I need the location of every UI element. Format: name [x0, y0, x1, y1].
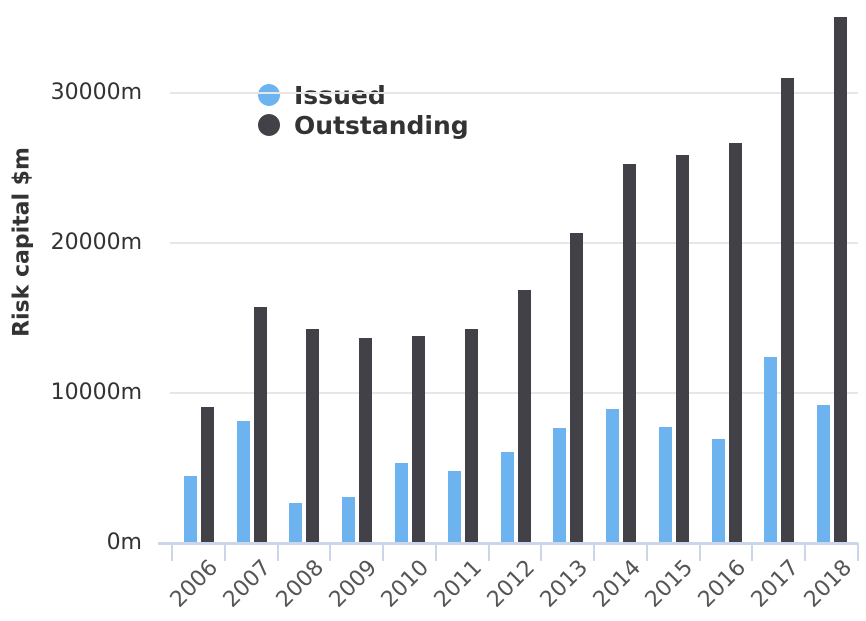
x-label-2013: 2013 — [535, 555, 593, 613]
y-tick-label-20000m: 20000m — [50, 230, 142, 255]
bar-outstanding-2015 — [675, 154, 689, 543]
x-axis-tick — [434, 543, 437, 561]
outstanding-legend-marker-icon — [258, 114, 280, 136]
x-axis-tick — [857, 543, 859, 561]
issued-legend-marker-icon — [258, 84, 280, 106]
bar-issued-2015 — [658, 426, 672, 543]
bar-issued-2012 — [500, 451, 514, 543]
x-axis-tick — [751, 543, 754, 561]
x-label-2009: 2009 — [324, 555, 382, 613]
bar-issued-2007 — [236, 420, 250, 543]
x-axis-tick — [540, 543, 543, 561]
x-axis-tick — [698, 543, 701, 561]
bar-outstanding-2010 — [411, 336, 425, 543]
bar-outstanding-2006 — [200, 406, 214, 543]
bar-issued-2011 — [447, 471, 461, 543]
x-label-2015: 2015 — [641, 555, 699, 613]
bar-outstanding-2016 — [728, 142, 742, 543]
x-axis-tick — [804, 543, 807, 561]
x-label-2010: 2010 — [377, 555, 435, 613]
x-label-2006: 2006 — [166, 555, 224, 613]
legend-label-issued: Issued — [294, 80, 386, 110]
x-label-2017: 2017 — [746, 555, 804, 613]
x-label-2011: 2011 — [429, 555, 488, 613]
x-label-2008: 2008 — [271, 555, 329, 613]
x-axis-tick — [382, 543, 385, 561]
x-label-2016: 2016 — [693, 555, 752, 613]
x-label-2007: 2007 — [218, 555, 277, 613]
bar-issued-2013 — [553, 428, 567, 543]
bar-issued-2017 — [764, 357, 778, 543]
x-axis-tick — [276, 543, 279, 561]
bar-outstanding-2014 — [623, 164, 637, 543]
gridline-20000m — [170, 242, 858, 244]
x-label-2018: 2018 — [799, 555, 857, 613]
legend-item-issued[interactable]: Issued — [258, 80, 469, 110]
bar-issued-2008 — [289, 503, 303, 543]
bar-issued-2018 — [817, 405, 831, 543]
bar-outstanding-2018 — [834, 16, 848, 543]
x-label-2014: 2014 — [588, 555, 646, 613]
bar-issued-2016 — [711, 438, 725, 543]
gridline-30000m — [170, 92, 858, 94]
legend: Issued Outstanding — [258, 80, 469, 140]
x-axis-line — [158, 542, 858, 545]
legend-label-outstanding: Outstanding — [294, 110, 469, 140]
bar-outstanding-2011 — [464, 328, 478, 543]
x-axis-tick — [487, 543, 490, 561]
x-label-2012: 2012 — [482, 555, 540, 613]
bar-issued-2009 — [342, 496, 356, 543]
x-axis-tick — [593, 543, 596, 561]
bar-outstanding-2013 — [570, 232, 584, 543]
bar-outstanding-2009 — [359, 337, 373, 543]
y-tick-label-0m: 0m — [106, 530, 142, 555]
bar-issued-2006 — [183, 475, 197, 543]
bar-outstanding-2008 — [306, 329, 320, 543]
x-axis-tick — [329, 543, 332, 561]
bar-issued-2014 — [606, 408, 620, 543]
y-tick-label-30000m: 30000m — [50, 80, 142, 105]
legend-item-outstanding[interactable]: Outstanding — [258, 110, 469, 140]
gridline-10000m — [170, 392, 858, 394]
bar-outstanding-2007 — [253, 306, 267, 543]
x-axis-tick — [645, 543, 648, 561]
x-axis-tick — [171, 543, 173, 561]
bar-outstanding-2012 — [517, 290, 531, 543]
x-axis-tick — [223, 543, 226, 561]
bar-outstanding-2017 — [781, 78, 795, 543]
y-tick-label-10000m: 10000m — [50, 380, 142, 405]
bar-issued-2010 — [394, 462, 408, 543]
